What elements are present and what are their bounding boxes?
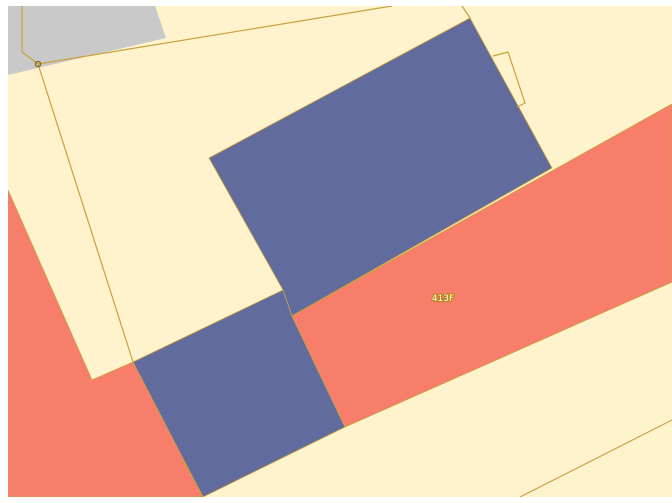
- frame-top: [0, 0, 672, 6]
- building-413F[interactable]: [291, 103, 672, 428]
- parcel-boundaries: [21, 5, 672, 498]
- label-halo-413F: 413F: [432, 294, 454, 304]
- frame-bottom: [0, 497, 672, 503]
- parcel-line-diagonal-right: [461, 5, 471, 19]
- parcel-line-bottom-right: [519, 419, 672, 498]
- road-area: [8, 6, 166, 75]
- frame-left: [0, 0, 8, 503]
- parcel-line-corner: [21, 6, 39, 65]
- parcel-line-lower-left: [182, 459, 204, 498]
- label-text-413F: 413F: [432, 294, 454, 304]
- parcel-vertex-marker[interactable]: [34, 60, 42, 68]
- parcel-line-notch: [492, 51, 526, 108]
- building-label-413F: 413F 413F: [431, 293, 456, 305]
- parcel-line-left: [37, 63, 134, 363]
- building-blue-top[interactable]: [208, 17, 553, 317]
- parcel-line-top: [37, 5, 393, 65]
